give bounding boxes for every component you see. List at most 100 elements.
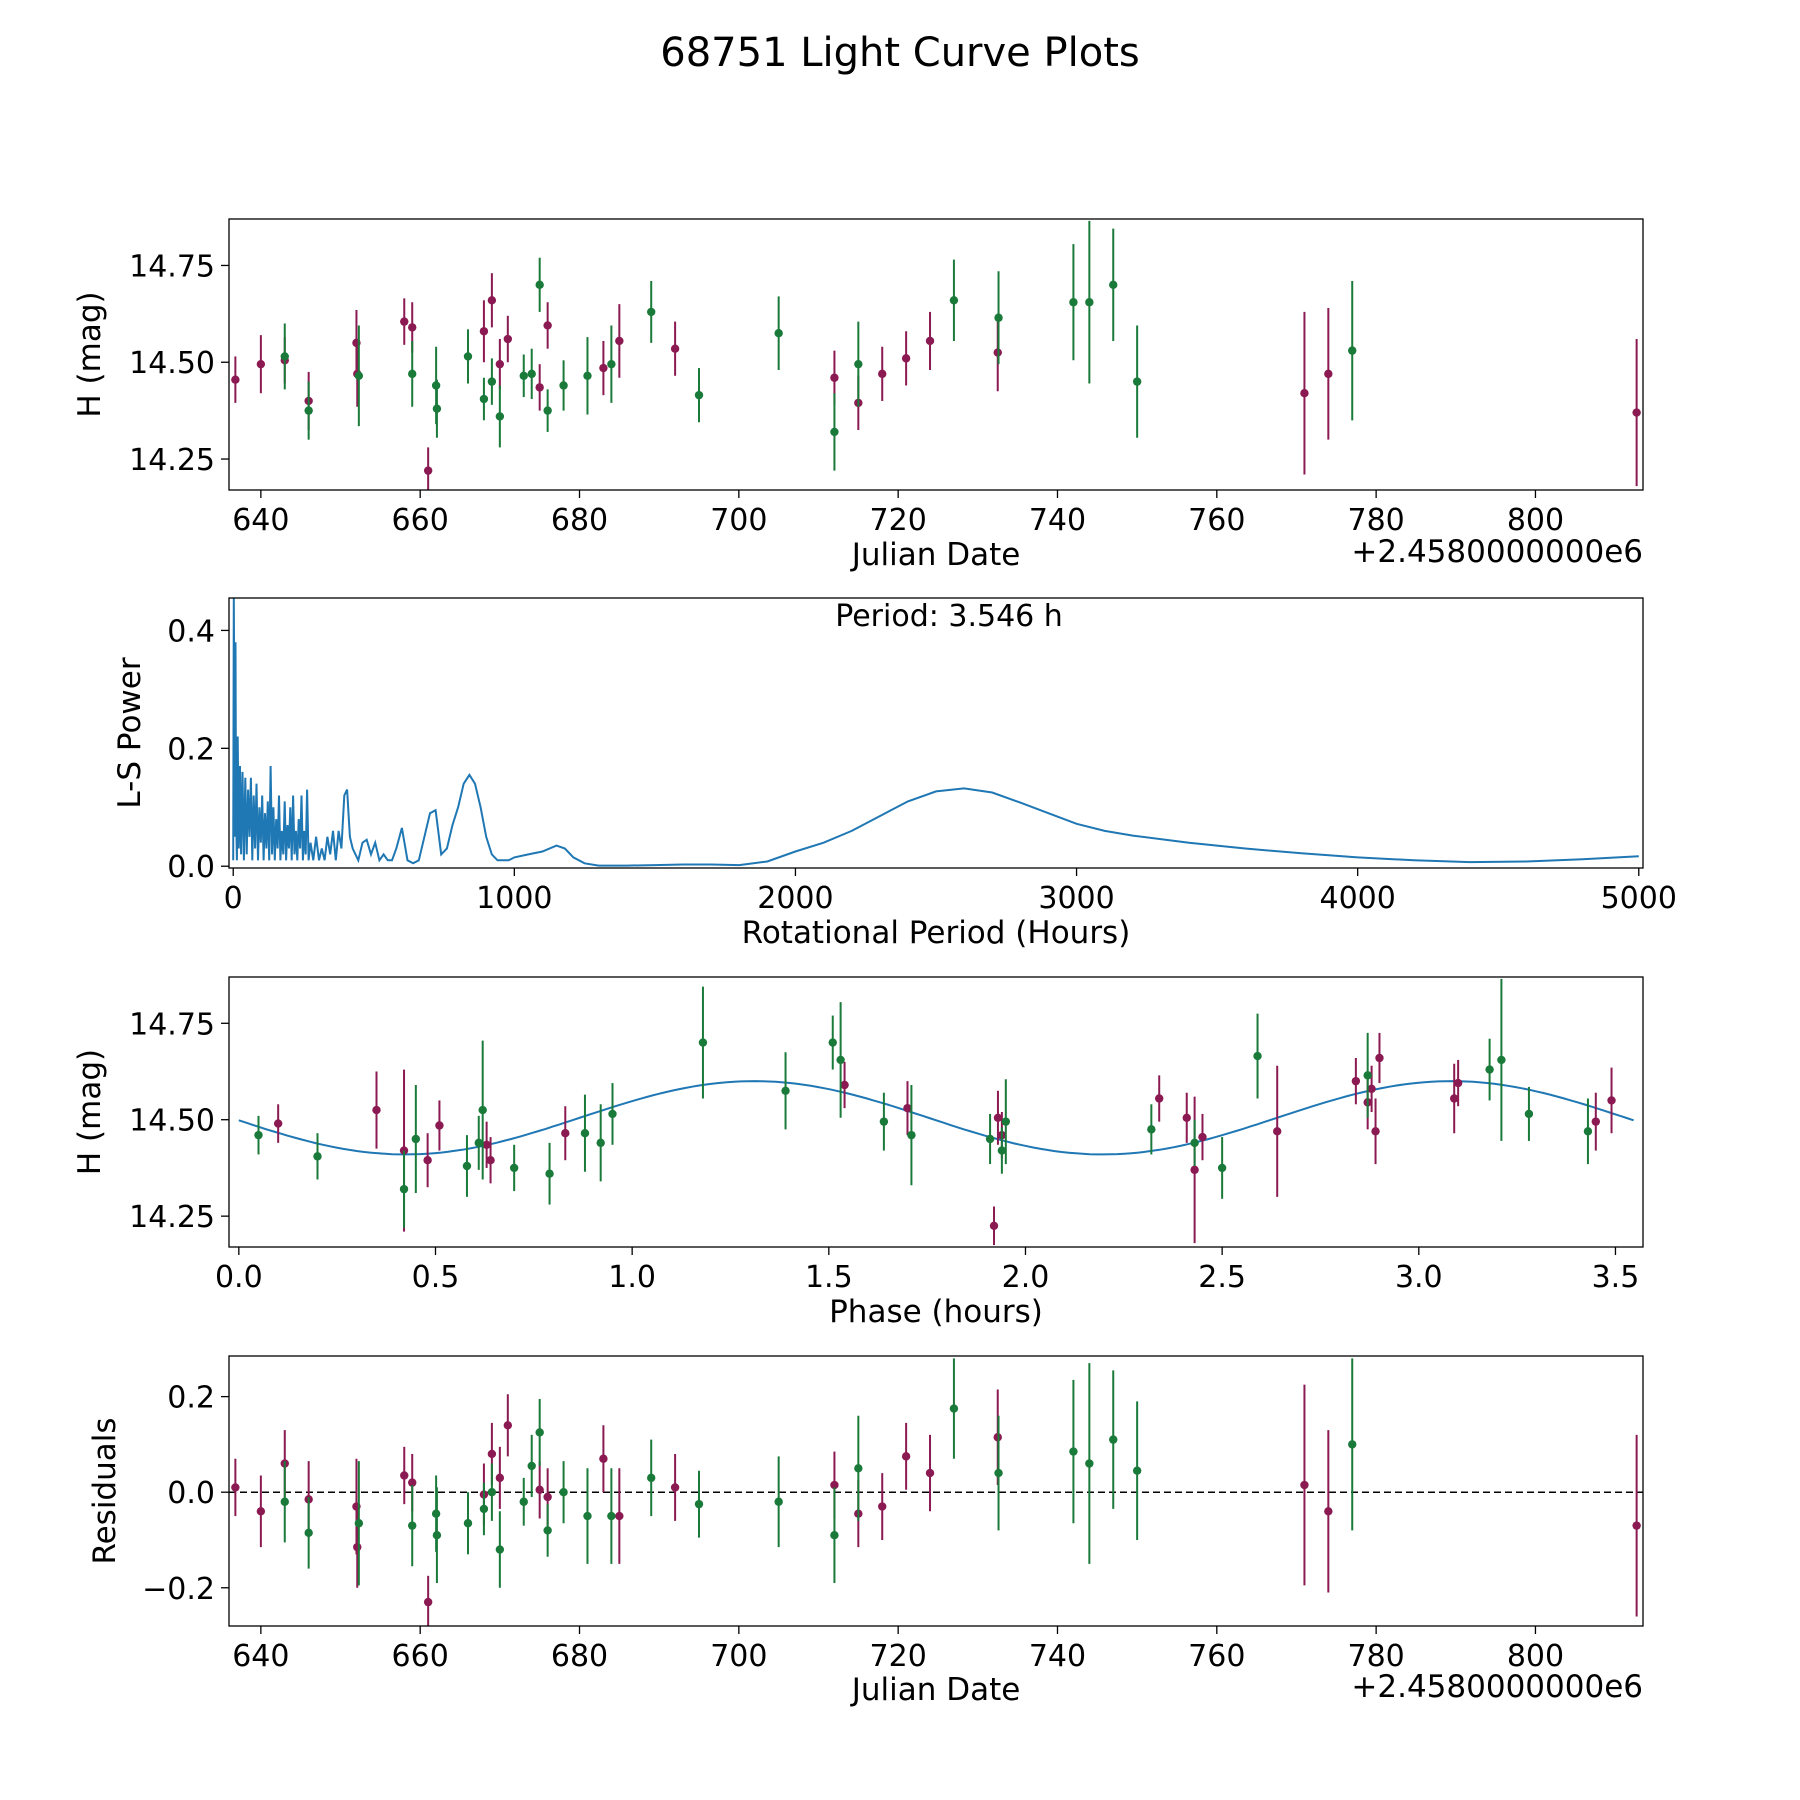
residuals-data-point: [1300, 1480, 1309, 1490]
lightcurve-panel: 640 660 680 700 720 740 760 780 800 14.25 14.50 14.…: [72, 218, 1644, 573]
periodogram-xtick-label: 0: [224, 881, 243, 916]
phased-data-point: [561, 1129, 570, 1138]
phased-data-point: [1190, 1138, 1199, 1148]
lightcurve-data-point: [670, 344, 680, 353]
lightcurve-ytick-label: 14.50: [129, 346, 215, 381]
periodogram-ytick-label: 0.4: [167, 614, 215, 649]
phased-data-point: [435, 1121, 444, 1130]
phased-data-point: [1190, 1165, 1199, 1175]
residuals-data-point: [256, 1507, 266, 1516]
lightcurve-data-point: [463, 352, 473, 361]
phased-data-point: [486, 1156, 495, 1165]
phased-data-point: [509, 1163, 519, 1173]
phased-data-point: [545, 1169, 554, 1178]
lightcurve-data-point: [527, 369, 536, 379]
periodogram-xtick-label: 2000: [757, 881, 833, 916]
lightcurve-data-point: [559, 381, 568, 390]
residuals-xtick-label: 680: [551, 1639, 608, 1674]
lightcurve-data-point: [487, 296, 497, 305]
phased-data-point: [580, 1129, 590, 1138]
residuals-data-point: [304, 1528, 313, 1538]
lightcurve-xtick-label: 720: [870, 503, 927, 538]
phased-ytick-label: 14.25: [129, 1200, 215, 1235]
periodogram-period-annotation: Period: 3.546 h: [835, 599, 1063, 634]
phased-data-point: [411, 1134, 421, 1144]
residuals-xtick-label: 640: [232, 1639, 289, 1674]
residuals-data-point: [607, 1511, 616, 1521]
phased-data-point: [1147, 1125, 1156, 1134]
phased-data-point: [907, 1130, 916, 1140]
lightcurve-data-point: [503, 334, 513, 344]
lightcurve-data-point: [1632, 408, 1641, 417]
phased-series-green: [254, 978, 1593, 1228]
lightcurve-series-green: [280, 220, 1357, 471]
lightcurve-data-point: [519, 371, 528, 380]
phased-data-point: [478, 1105, 487, 1115]
phased-panel: 0.0 0.5 1.0 1.5 2.0 2.5 3.0 3.5 14.25 14.50 14.75 P…: [72, 976, 1644, 1330]
phased-series-magenta: [273, 1032, 1616, 1246]
phased-data-point: [879, 1117, 889, 1126]
phased-data-point: [1453, 1078, 1463, 1088]
residuals-data-point: [535, 1485, 544, 1495]
phased-data-point: [482, 1140, 491, 1149]
residuals-xtick-label: 700: [710, 1639, 767, 1674]
residuals-xtick-label: 740: [1029, 1639, 1086, 1674]
lightcurve-data-point: [400, 317, 409, 326]
phased-data-point: [1253, 1051, 1262, 1061]
phased-data-point: [1273, 1127, 1282, 1136]
lightcurve-xtick-label: 760: [1188, 503, 1245, 538]
residuals-data-point: [432, 1531, 442, 1540]
lightcurve-data-point: [354, 371, 364, 380]
lightcurve-data-point: [1109, 280, 1118, 290]
residuals-data-point: [503, 1421, 513, 1430]
lightcurve-data-point: [949, 296, 959, 305]
lightcurve-xlabel: Julian Date: [850, 537, 1021, 573]
lightcurve-xtick-label: 640: [232, 503, 289, 538]
residuals-data-point: [400, 1471, 409, 1480]
lightcurve-series-magenta: [231, 273, 1641, 490]
residuals-data-point: [774, 1497, 783, 1506]
lightcurve-xtick-label: 780: [1347, 503, 1404, 538]
periodogram-ytick-label: 0.0: [167, 850, 215, 885]
phased-data-point: [1583, 1127, 1593, 1136]
figure-title: 68751 Light Curve Plots: [660, 30, 1139, 76]
phased-xtick-label: 0.5: [412, 1260, 460, 1295]
residuals-data-point: [599, 1454, 608, 1463]
residuals-data-point: [543, 1492, 552, 1502]
phased-data-point: [1155, 1094, 1164, 1103]
phased-xtick-label: 3.5: [1592, 1260, 1640, 1295]
residuals-ytick-label: 0.0: [167, 1476, 215, 1511]
phased-data-point: [313, 1152, 322, 1161]
phased-data-point: [997, 1146, 1007, 1155]
lightcurve-data-point: [408, 369, 417, 379]
lightcurve-ytick-label: 14.75: [129, 249, 215, 284]
residuals-data-point: [487, 1487, 497, 1497]
phased-data-point: [1363, 1071, 1372, 1080]
lightcurve-xtick-label: 740: [1029, 503, 1086, 538]
lightcurve-data-point: [231, 375, 240, 384]
periodogram-plot-area: [232, 598, 1639, 867]
lightcurve-frame: [228, 218, 1644, 491]
lightcurve-data-point: [1300, 389, 1309, 398]
lightcurve-data-point: [854, 359, 863, 369]
lightcurve-data-point: [423, 466, 433, 475]
phased-data-point: [1497, 1055, 1506, 1065]
lightcurve-data-point: [830, 373, 839, 382]
phased-data-point: [989, 1221, 999, 1230]
residuals-data-point: [647, 1473, 656, 1483]
residuals-data-point: [949, 1404, 959, 1413]
lightcurve-data-point: [647, 307, 656, 317]
residuals-ytick-label: 0.2: [167, 1381, 215, 1416]
residuals-data-point: [830, 1531, 839, 1540]
phased-data-point: [423, 1156, 432, 1165]
residuals-data-point: [901, 1452, 911, 1461]
lightcurve-data-point: [1069, 298, 1078, 307]
phased-fit-curve: [238, 1080, 1634, 1156]
phased-data-point: [1450, 1094, 1459, 1103]
phased-xtick-label: 2.5: [1198, 1260, 1246, 1295]
periodogram-frame: [228, 597, 1644, 869]
phased-data-point: [828, 1038, 837, 1047]
residuals-data-point: [231, 1483, 240, 1492]
lightcurve-data-point: [774, 329, 783, 338]
